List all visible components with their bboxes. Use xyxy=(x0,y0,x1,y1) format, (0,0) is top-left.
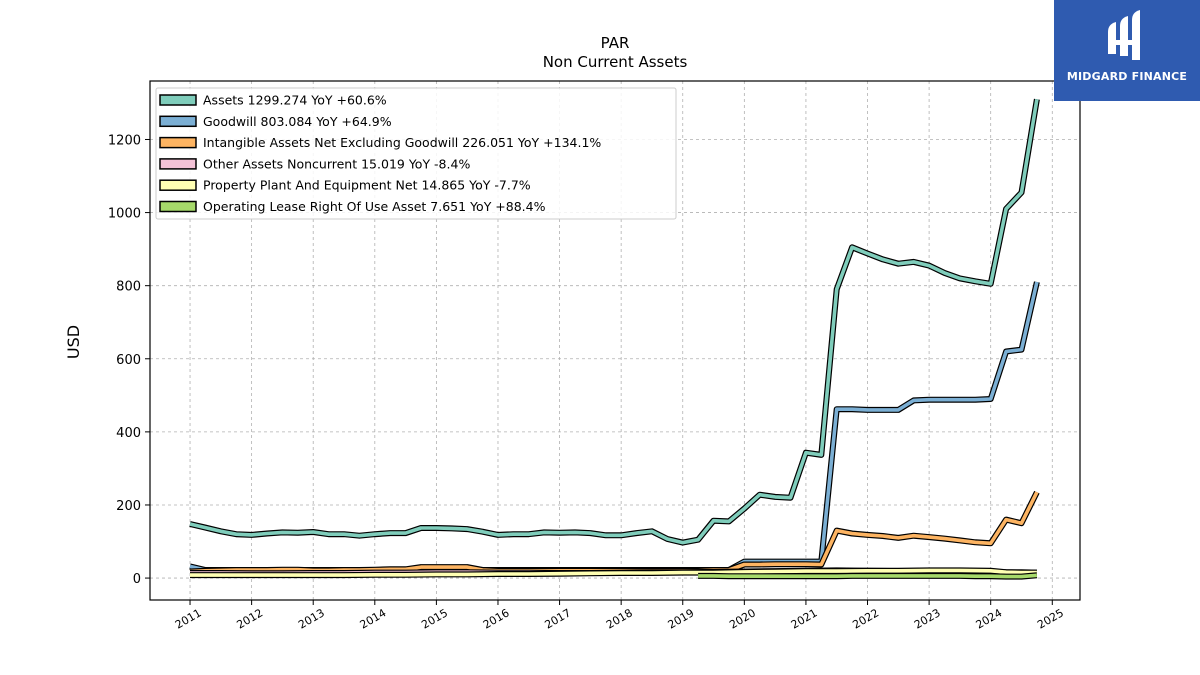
chart-subtitle: Non Current Assets xyxy=(543,53,688,71)
y-tick-label: 1000 xyxy=(108,207,141,222)
series-2 xyxy=(189,281,1040,573)
legend-swatch xyxy=(159,94,197,106)
midgard-logo-icon xyxy=(1108,10,1140,60)
legend-swatch xyxy=(159,200,197,213)
x-tick-label: 2025 xyxy=(1035,606,1066,631)
y-tick-label: 600 xyxy=(116,353,141,368)
series-5 xyxy=(190,567,1037,579)
legend-swatch xyxy=(159,158,197,170)
series-line-outline xyxy=(189,281,1040,573)
y-tick-label: 800 xyxy=(116,280,141,295)
plot-frame xyxy=(149,80,1081,601)
legend-label: Assets 1299.274 YoY +60.6% xyxy=(203,93,387,108)
series-6 xyxy=(698,572,1038,580)
series-line xyxy=(189,99,1039,545)
legend-label: Goodwill 803.084 YoY +64.9% xyxy=(203,114,392,129)
legend-swatch xyxy=(159,115,197,128)
brand-name: MIDGARD FINANCE xyxy=(1066,70,1188,83)
legend-swatch xyxy=(159,179,197,191)
x-tick-label: 2022 xyxy=(850,606,881,631)
series-line xyxy=(189,281,1039,572)
series-1 xyxy=(189,98,1040,546)
legend-label: Intangible Assets Net Excluding Goodwill… xyxy=(203,135,601,150)
x-tick-label: 2014 xyxy=(358,606,389,631)
chart-title: PAR xyxy=(601,34,630,52)
legend-swatch xyxy=(159,136,197,149)
x-tick-label: 2021 xyxy=(789,606,820,631)
series-line xyxy=(698,573,1038,579)
y-tick-label: 200 xyxy=(116,499,141,514)
legend-label: Property Plant And Equipment Net 14.865 … xyxy=(203,178,531,193)
x-tick-label: 2023 xyxy=(912,606,943,631)
x-tick-label: 2015 xyxy=(419,606,450,631)
y-axis: 0 200 400 600 800 1000 1200 xyxy=(108,133,150,587)
x-tick-label: 2013 xyxy=(296,606,327,631)
legend-label: Other Assets Noncurrent 15.019 YoY -8.4% xyxy=(203,156,470,171)
y-tick-label: 0 xyxy=(133,572,141,587)
legend-box xyxy=(155,87,677,220)
y-tick-label: 400 xyxy=(116,426,141,441)
x-tick-label: 2011 xyxy=(173,606,204,631)
y-tick-label: 1200 xyxy=(108,133,141,148)
x-tick-label: 2012 xyxy=(234,606,265,631)
x-tick-label: 2024 xyxy=(974,606,1005,631)
y-axis-label: USD xyxy=(64,325,83,359)
legend-label: Operating Lease Right Of Use Asset 7.651… xyxy=(203,199,546,214)
grid-lines xyxy=(150,81,1080,600)
x-tick-label: 2017 xyxy=(542,606,573,631)
x-tick-label: 2016 xyxy=(481,606,512,631)
brand-logo: MIDGARD FINANCE xyxy=(1054,0,1200,101)
series-line xyxy=(190,568,1037,577)
x-tick-label: 2018 xyxy=(604,606,635,631)
series-layer xyxy=(189,98,1040,580)
x-axis: 2011 2012 2013 2014 2015 2016 2017 2018 2019 2020… xyxy=(173,600,1066,632)
legend: Assets 1299.274 YoY +60.6% Goodwill 803.0… xyxy=(155,87,677,220)
x-tick-label: 2019 xyxy=(666,606,697,631)
x-tick-label: 2020 xyxy=(727,606,758,631)
